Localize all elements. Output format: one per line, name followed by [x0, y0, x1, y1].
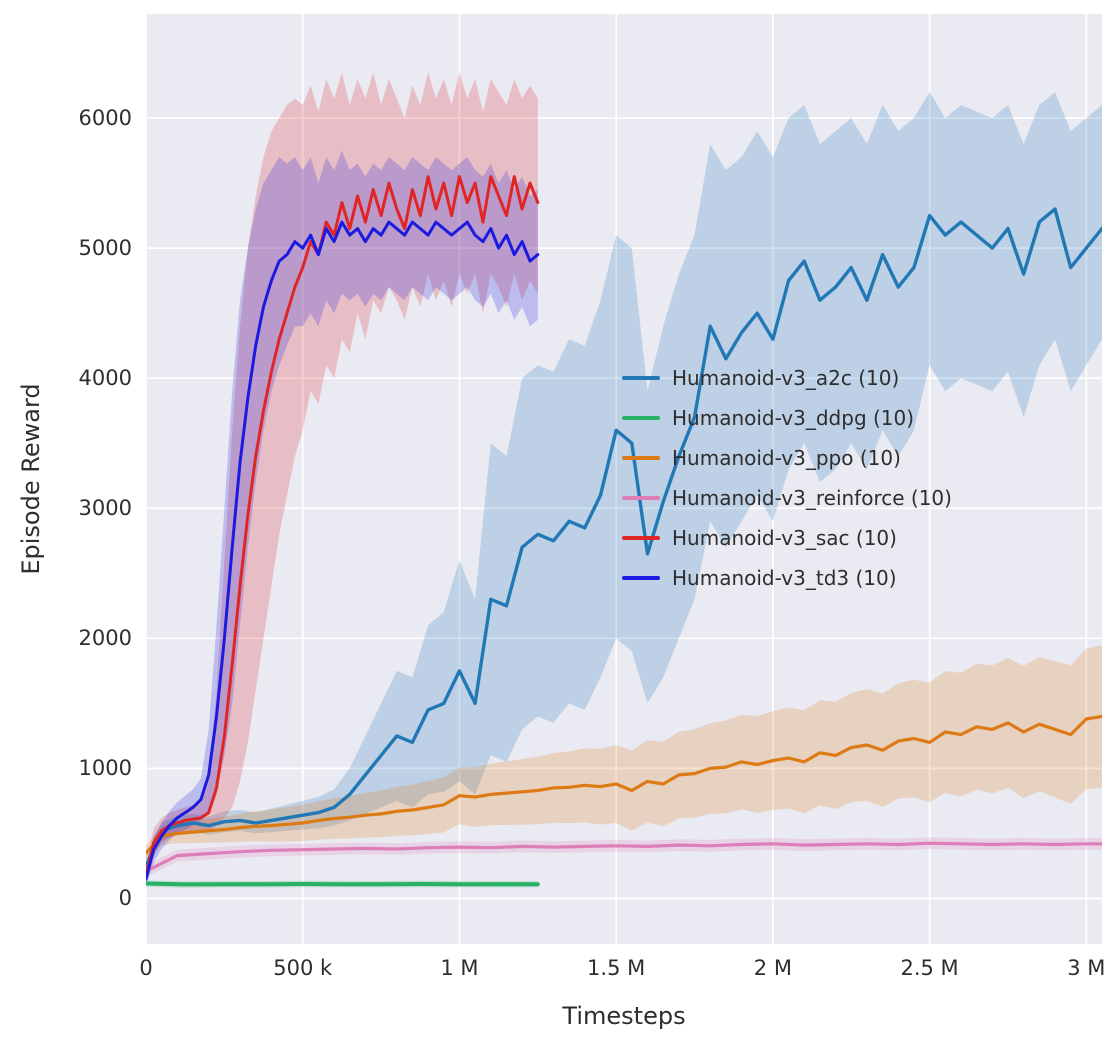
- series-line: [146, 207, 1102, 868]
- legend-line-swatch: [622, 456, 660, 460]
- series-line: [146, 220, 540, 881]
- legend-item: Humanoid-v3_reinforce (10): [622, 478, 952, 518]
- legend-item: Humanoid-v3_a2c (10): [622, 358, 952, 398]
- series-band: [146, 72, 538, 883]
- legend-line-swatch: [622, 536, 660, 540]
- series-band: [146, 645, 1102, 861]
- legend-line-swatch: [622, 376, 660, 380]
- legend-item-label: Humanoid-v3_ppo (10): [672, 446, 901, 470]
- legend-line-swatch: [622, 576, 660, 580]
- legend-item-label: Humanoid-v3_sac (10): [672, 526, 897, 550]
- legend-item-label: Humanoid-v3_reinforce (10): [672, 486, 952, 510]
- legend-item-label: Humanoid-v3_ddpg (10): [672, 406, 915, 430]
- series-line: [146, 175, 540, 877]
- series-line: [146, 881, 540, 887]
- legend-line-swatch: [622, 416, 660, 420]
- legend-item-label: Humanoid-v3_a2c (10): [672, 366, 900, 390]
- legend-item-label: Humanoid-v3_td3 (10): [672, 566, 897, 590]
- legend-item: Humanoid-v3_td3 (10): [622, 558, 952, 598]
- series-line: [146, 714, 1102, 855]
- legend-line-swatch: [622, 496, 660, 500]
- series-band: [146, 92, 1102, 873]
- legend-item: Humanoid-v3_ddpg (10): [622, 398, 952, 438]
- series-line: [146, 841, 1102, 873]
- legend-item: Humanoid-v3_ppo (10): [622, 438, 952, 478]
- series-band: [146, 150, 538, 887]
- plot-background: [146, 14, 1102, 944]
- legend-item: Humanoid-v3_sac (10): [622, 518, 952, 558]
- legend: Humanoid-v3_a2c (10) Humanoid-v3_ddpg (10…: [622, 358, 952, 598]
